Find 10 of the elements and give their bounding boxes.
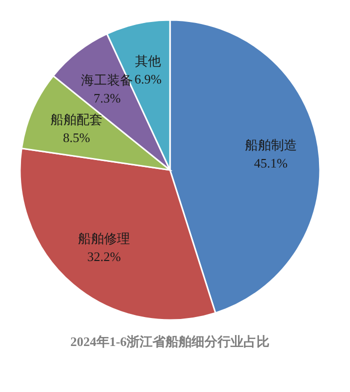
data-label: 32.2%: [87, 248, 121, 264]
slice-label: 船舶配套: [50, 112, 103, 128]
data-label: 7.3%: [94, 90, 121, 106]
data-label: 45.1%: [254, 155, 288, 170]
text: 2024年1-6浙江省船舶细分行业占比: [70, 334, 270, 349]
slice-label: 船舶制造: [244, 137, 297, 152]
slice-label: 其他: [135, 53, 162, 68]
data-label: 8.5%: [62, 130, 90, 146]
data-label: 6.9%: [134, 71, 162, 86]
slice-label: 船舶修理: [78, 230, 130, 246]
